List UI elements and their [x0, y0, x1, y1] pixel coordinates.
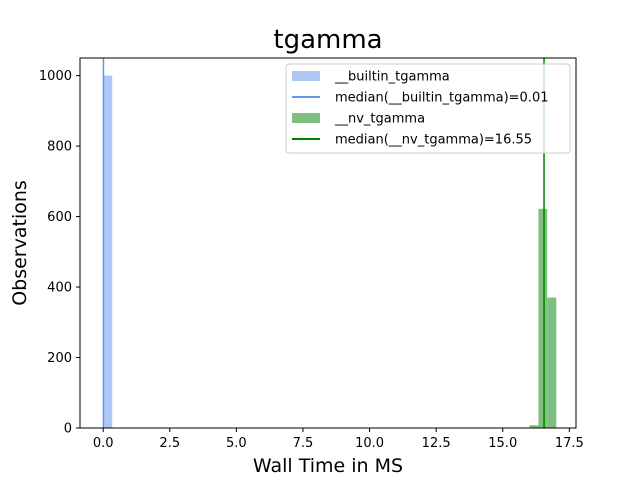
histogram-bar: [538, 208, 548, 428]
chart-title: tgamma: [273, 25, 382, 55]
plot-frame: [79, 57, 577, 429]
histogram-bar: [547, 297, 557, 428]
legend-label: median(__nv_tgamma)=16.55: [335, 133, 532, 148]
legend-box: [285, 63, 571, 154]
x-tick-label: 17.5: [555, 436, 584, 451]
x-tick-label: 7.5: [293, 436, 314, 451]
x-axis-label: Wall Time in MS: [253, 455, 403, 477]
y-tick-label: 400: [47, 281, 72, 296]
legend-label: __builtin_tgamma: [334, 70, 450, 85]
histogram-bar: [529, 425, 539, 428]
x-tick-label: 10.0: [355, 436, 384, 451]
legend-swatch: [292, 113, 320, 123]
legend-label: __nv_tgamma: [334, 112, 425, 127]
y-tick-label: 200: [47, 351, 72, 366]
legend-entries: __builtin_tgamma median(__builtin_tgamma)…: [292, 70, 548, 148]
y-tick-label: 1000: [39, 69, 72, 84]
y-tick-label: 0: [64, 422, 72, 437]
x-axis-ticks: 0.0 2.5 5.0 7.5 10.0 12.5 15.0 17.5: [93, 428, 584, 451]
y-tick-label: 800: [47, 140, 72, 155]
legend: __builtin_tgamma median(__builtin_tgamma)…: [285, 63, 571, 154]
x-tick-label: 12.5: [422, 436, 451, 451]
legend-swatch: [292, 71, 320, 81]
x-tick-label: 0.0: [93, 436, 114, 451]
y-axis-ticks: 0 200 400 600 800 1000: [39, 69, 80, 437]
bars-layer: [103, 75, 557, 428]
y-tick-label: 600: [47, 210, 72, 225]
x-tick-label: 2.5: [159, 436, 180, 451]
x-tick-label: 15.0: [488, 436, 517, 451]
histogram-bar: [103, 75, 113, 428]
legend-label: median(__builtin_tgamma)=0.01: [335, 91, 548, 106]
y-axis-label: Observations: [9, 180, 31, 306]
x-tick-label: 5.0: [226, 436, 247, 451]
